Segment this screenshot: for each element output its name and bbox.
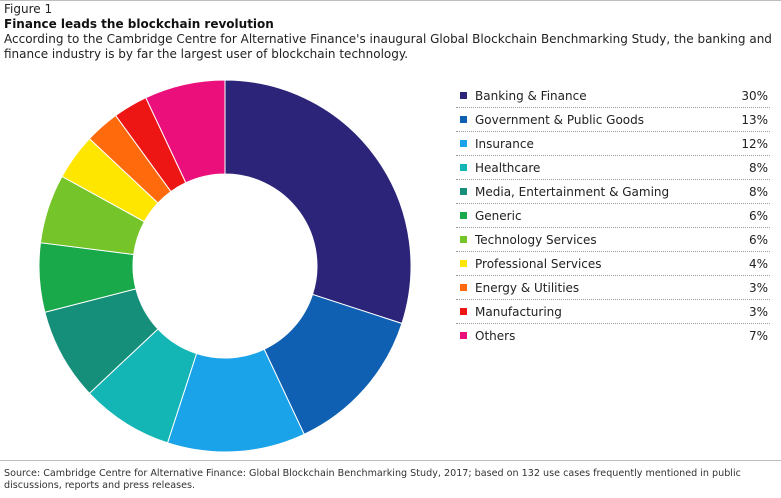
legend-swatch: [460, 140, 467, 147]
legend-value: 6%: [748, 208, 768, 223]
legend-swatch: [460, 164, 467, 171]
legend-value: 30%: [741, 88, 768, 103]
legend-value: 8%: [748, 160, 768, 175]
figure-label: Figure 1: [4, 2, 53, 16]
bottom-rule: [0, 460, 781, 461]
legend-value: 8%: [748, 184, 768, 199]
legend-item-government-and-public-goods: Government & Public Goods 13%: [456, 108, 770, 132]
legend-swatch: [460, 92, 467, 99]
legend-item-insurance: Insurance 12%: [456, 132, 770, 156]
legend-label: Healthcare: [475, 160, 541, 175]
chart-subtitle: According to the Cambridge Centre for Al…: [4, 32, 772, 61]
legend-item-others: Others 7%: [456, 324, 770, 347]
legend-label: Technology Services: [475, 232, 597, 247]
slice-others: [145, 79, 226, 184]
legend-item-media-entertainment-and-gaming: Media, Entertainment & Gaming 8%: [456, 180, 770, 204]
chart-title: Finance leads the blockchain revolution: [4, 17, 274, 31]
legend-swatch: [460, 188, 467, 195]
legend-swatch: [460, 308, 467, 315]
legend-label: Banking & Finance: [475, 88, 587, 103]
legend-item-energy-and-utilities: Energy & Utilities 3%: [456, 276, 770, 300]
legend-value: 7%: [748, 328, 768, 343]
legend-swatch: [460, 332, 467, 339]
legend-swatch: [460, 260, 467, 267]
legend-item-banking-and-finance: Banking & Finance 30%: [456, 84, 770, 108]
legend-item-manufacturing: Manufacturing 3%: [456, 300, 770, 324]
chart-legend: Banking & Finance 30% Government & Public …: [456, 84, 770, 347]
legend-label: Generic: [475, 208, 522, 223]
legend-item-healthcare: Healthcare 8%: [456, 156, 770, 180]
legend-item-professional-services: Professional Services 4%: [456, 252, 770, 276]
legend-value: 6%: [748, 232, 768, 247]
legend-value: 12%: [741, 136, 768, 151]
legend-value: 4%: [748, 256, 768, 271]
legend-swatch: [460, 236, 467, 243]
legend-label: Manufacturing: [475, 304, 562, 319]
legend-label: Government & Public Goods: [475, 112, 645, 127]
source-note: Source: Cambridge Centre for Alternative…: [4, 468, 741, 491]
legend-swatch: [460, 284, 467, 291]
legend-value: 13%: [741, 112, 768, 127]
legend-label: Energy & Utilities: [475, 280, 580, 295]
legend-value: 3%: [748, 280, 768, 295]
top-rule: [0, 0, 781, 1]
legend-label: Insurance: [475, 136, 534, 151]
legend-swatch: [460, 116, 467, 123]
slice-banking-and-finance: [224, 79, 412, 325]
legend-item-technology-services: Technology Services 6%: [456, 228, 770, 252]
legend-item-generic: Generic 6%: [456, 204, 770, 228]
legend-label: Professional Services: [475, 256, 602, 271]
legend-swatch: [460, 212, 467, 219]
donut-chart: [38, 79, 412, 453]
legend-label: Others: [475, 328, 516, 343]
legend-value: 3%: [748, 304, 768, 319]
figure-header: Figure 1 Finance leads the blockchain re…: [4, 2, 776, 62]
legend-label: Media, Entertainment & Gaming: [475, 184, 670, 199]
